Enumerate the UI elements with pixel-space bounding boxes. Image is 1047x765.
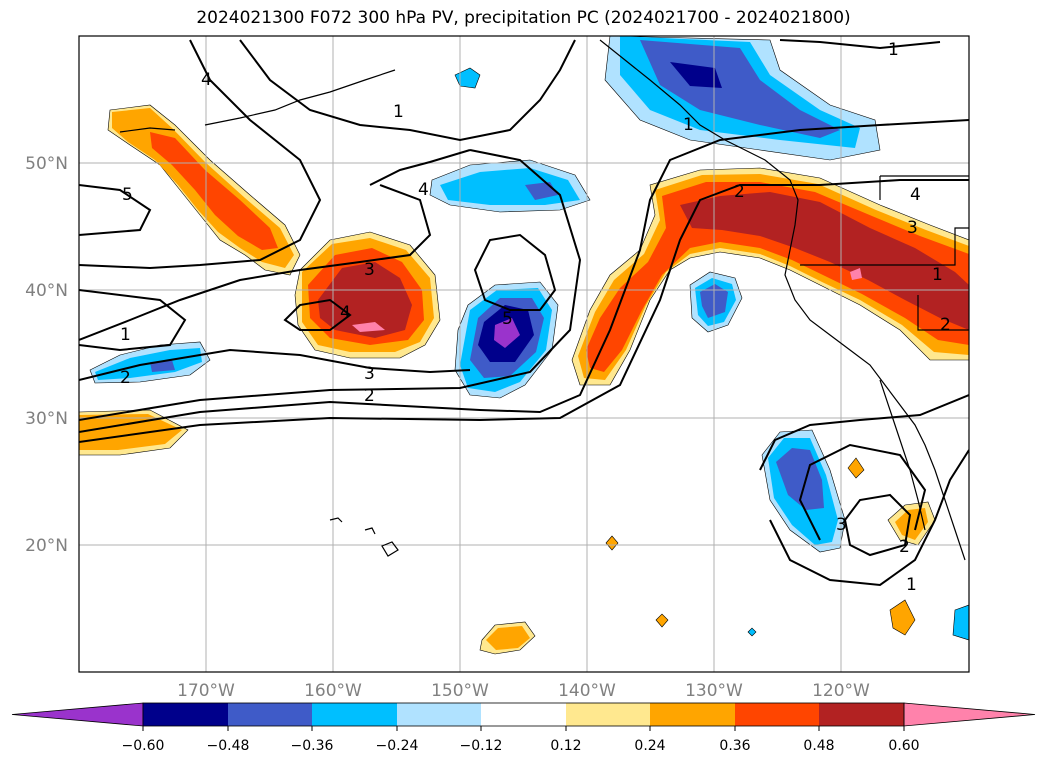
- colorbar-tick-label: −0.48: [207, 738, 250, 754]
- contour-label: 4: [201, 70, 212, 90]
- map-frame: [78, 35, 970, 673]
- contour-label: 1: [120, 325, 131, 345]
- colorbar-tick-label: −0.36: [291, 738, 334, 754]
- colorbar-cell: [735, 703, 819, 726]
- contour-label: 2: [899, 537, 910, 557]
- colorbar-tick-label: 0.60: [888, 738, 919, 754]
- colorbar: −0.60 −0.48 −0.36 −0.24 −0.12 0.12 0.24 …: [11, 702, 1036, 754]
- contour-label: 1: [393, 102, 404, 122]
- lat-label-30n: 30°N: [25, 409, 68, 429]
- colorbar-ticks: [142, 726, 905, 731]
- map-area: 4 1 5 4 3 4 1 2 5 3 2 1 1 2 4 3 2 1 3 2 …: [79, 36, 969, 672]
- lon-label-130w: 130°W: [685, 681, 743, 701]
- contour-label: 1: [888, 40, 899, 60]
- contour-label: 3: [907, 218, 918, 238]
- contour-label: 2: [120, 368, 131, 388]
- lon-label-120w: 120°W: [812, 681, 870, 701]
- precip-positive-field: [79, 104, 969, 655]
- contour-label: 1: [932, 265, 943, 285]
- latitude-labels: 50°N 40°N 30°N 20°N: [25, 154, 68, 556]
- colorbar-cell: [481, 703, 566, 726]
- colorbar-extend-high: [903, 702, 1036, 727]
- lon-label-170w: 170°W: [177, 681, 235, 701]
- contour-label: 2: [940, 315, 951, 335]
- lat-label-50n: 50°N: [25, 154, 68, 174]
- colorbar-cell: [397, 703, 481, 726]
- lon-label-140w: 140°W: [558, 681, 616, 701]
- colorbar-tick-label: −0.12: [460, 738, 503, 754]
- lat-label-40n: 40°N: [25, 281, 68, 301]
- contour-label: 3: [364, 260, 375, 280]
- longitude-labels: 170°W 160°W 150°W 140°W 130°W 120°W: [177, 681, 870, 701]
- colorbar-tick-label: −0.60: [122, 738, 165, 754]
- colorbar-cell: [566, 703, 650, 726]
- contour-label: 2: [364, 386, 375, 406]
- colorbar-cell: [650, 703, 735, 726]
- contour-label: 4: [910, 185, 921, 205]
- contour-label: 5: [122, 185, 133, 205]
- contour-label: 5: [502, 309, 513, 329]
- lon-label-160w: 160°W: [304, 681, 362, 701]
- colorbar-frame: [142, 702, 905, 727]
- chart-title: 2024021300 F072 300 hPa PV, precipitatio…: [196, 8, 851, 28]
- colorbar-extend-low: [11, 702, 144, 727]
- colorbar-tick-label: −0.24: [376, 738, 419, 754]
- contour-label: 3: [836, 515, 847, 535]
- colorbar-cell: [143, 703, 228, 726]
- contour-label: 3: [364, 364, 375, 384]
- contour-label: 4: [340, 303, 351, 323]
- colorbar-tick-label: 0.36: [719, 738, 750, 754]
- colorbar-cells: [11, 702, 1036, 727]
- colorbar-tick-label: 0.12: [550, 738, 581, 754]
- colorbar-cell: [819, 703, 904, 726]
- contour-label: 1: [906, 575, 917, 595]
- colorbar-cell: [228, 703, 312, 726]
- lat-label-20n: 20°N: [25, 536, 68, 556]
- lon-label-150w: 150°W: [431, 681, 489, 701]
- contour-label: 2: [734, 182, 745, 202]
- colorbar-tick-label: 0.48: [803, 738, 834, 754]
- contour-label: 4: [418, 180, 429, 200]
- contour-labels: 4 1 5 4 3 4 1 2 5 3 2 1 1 2 4 3 2 1 3 2 …: [120, 40, 951, 595]
- colorbar-cell: [312, 703, 397, 726]
- colorbar-tick-label: 0.24: [634, 738, 665, 754]
- pv-contours: [79, 39, 969, 587]
- contour-label: 1: [683, 115, 694, 135]
- coastlines: [119, 39, 969, 561]
